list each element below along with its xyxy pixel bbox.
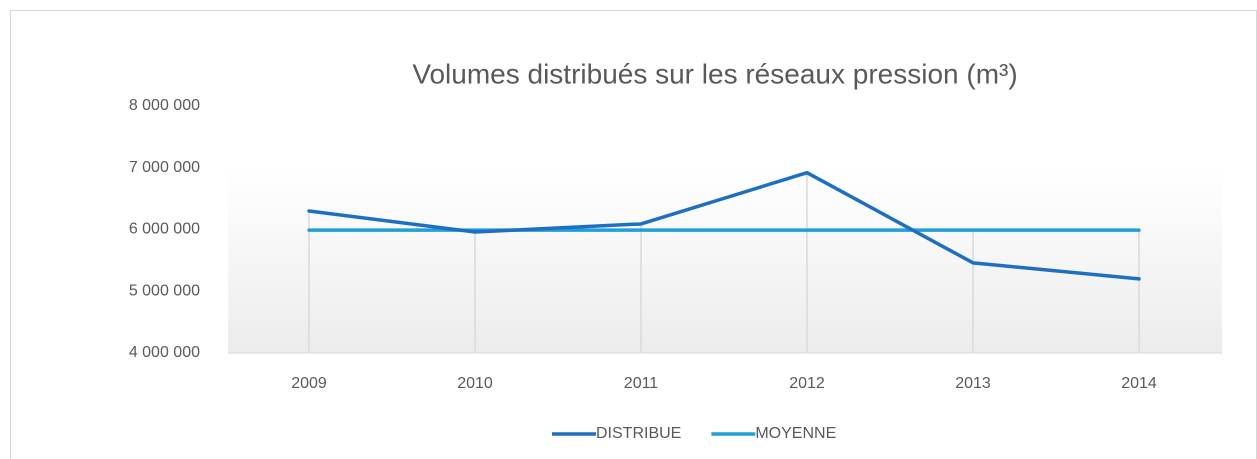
x-tick-label: 2009 bbox=[291, 375, 327, 392]
y-tick-label: 4 000 000 bbox=[129, 344, 200, 361]
y-tick-label: 8 000 000 bbox=[129, 97, 200, 114]
legend-label: DISTRIBUE bbox=[596, 425, 681, 442]
legend-label: MOYENNE bbox=[755, 425, 836, 442]
y-tick-label: 5 000 000 bbox=[129, 282, 200, 299]
x-tick-label: 2014 bbox=[1121, 375, 1157, 392]
x-tick-label: 2010 bbox=[457, 375, 493, 392]
y-tick-label: 6 000 000 bbox=[129, 221, 200, 238]
x-tick-label: 2013 bbox=[955, 375, 991, 392]
series-line bbox=[307, 170, 1141, 281]
plot-background bbox=[228, 168, 1222, 353]
chart-title: Volumes distribués sur les réseaux press… bbox=[412, 58, 1017, 89]
x-tick-label: 2011 bbox=[624, 375, 659, 392]
x-tick-label: 2012 bbox=[789, 375, 825, 392]
y-tick-label: 7 000 000 bbox=[129, 159, 200, 176]
